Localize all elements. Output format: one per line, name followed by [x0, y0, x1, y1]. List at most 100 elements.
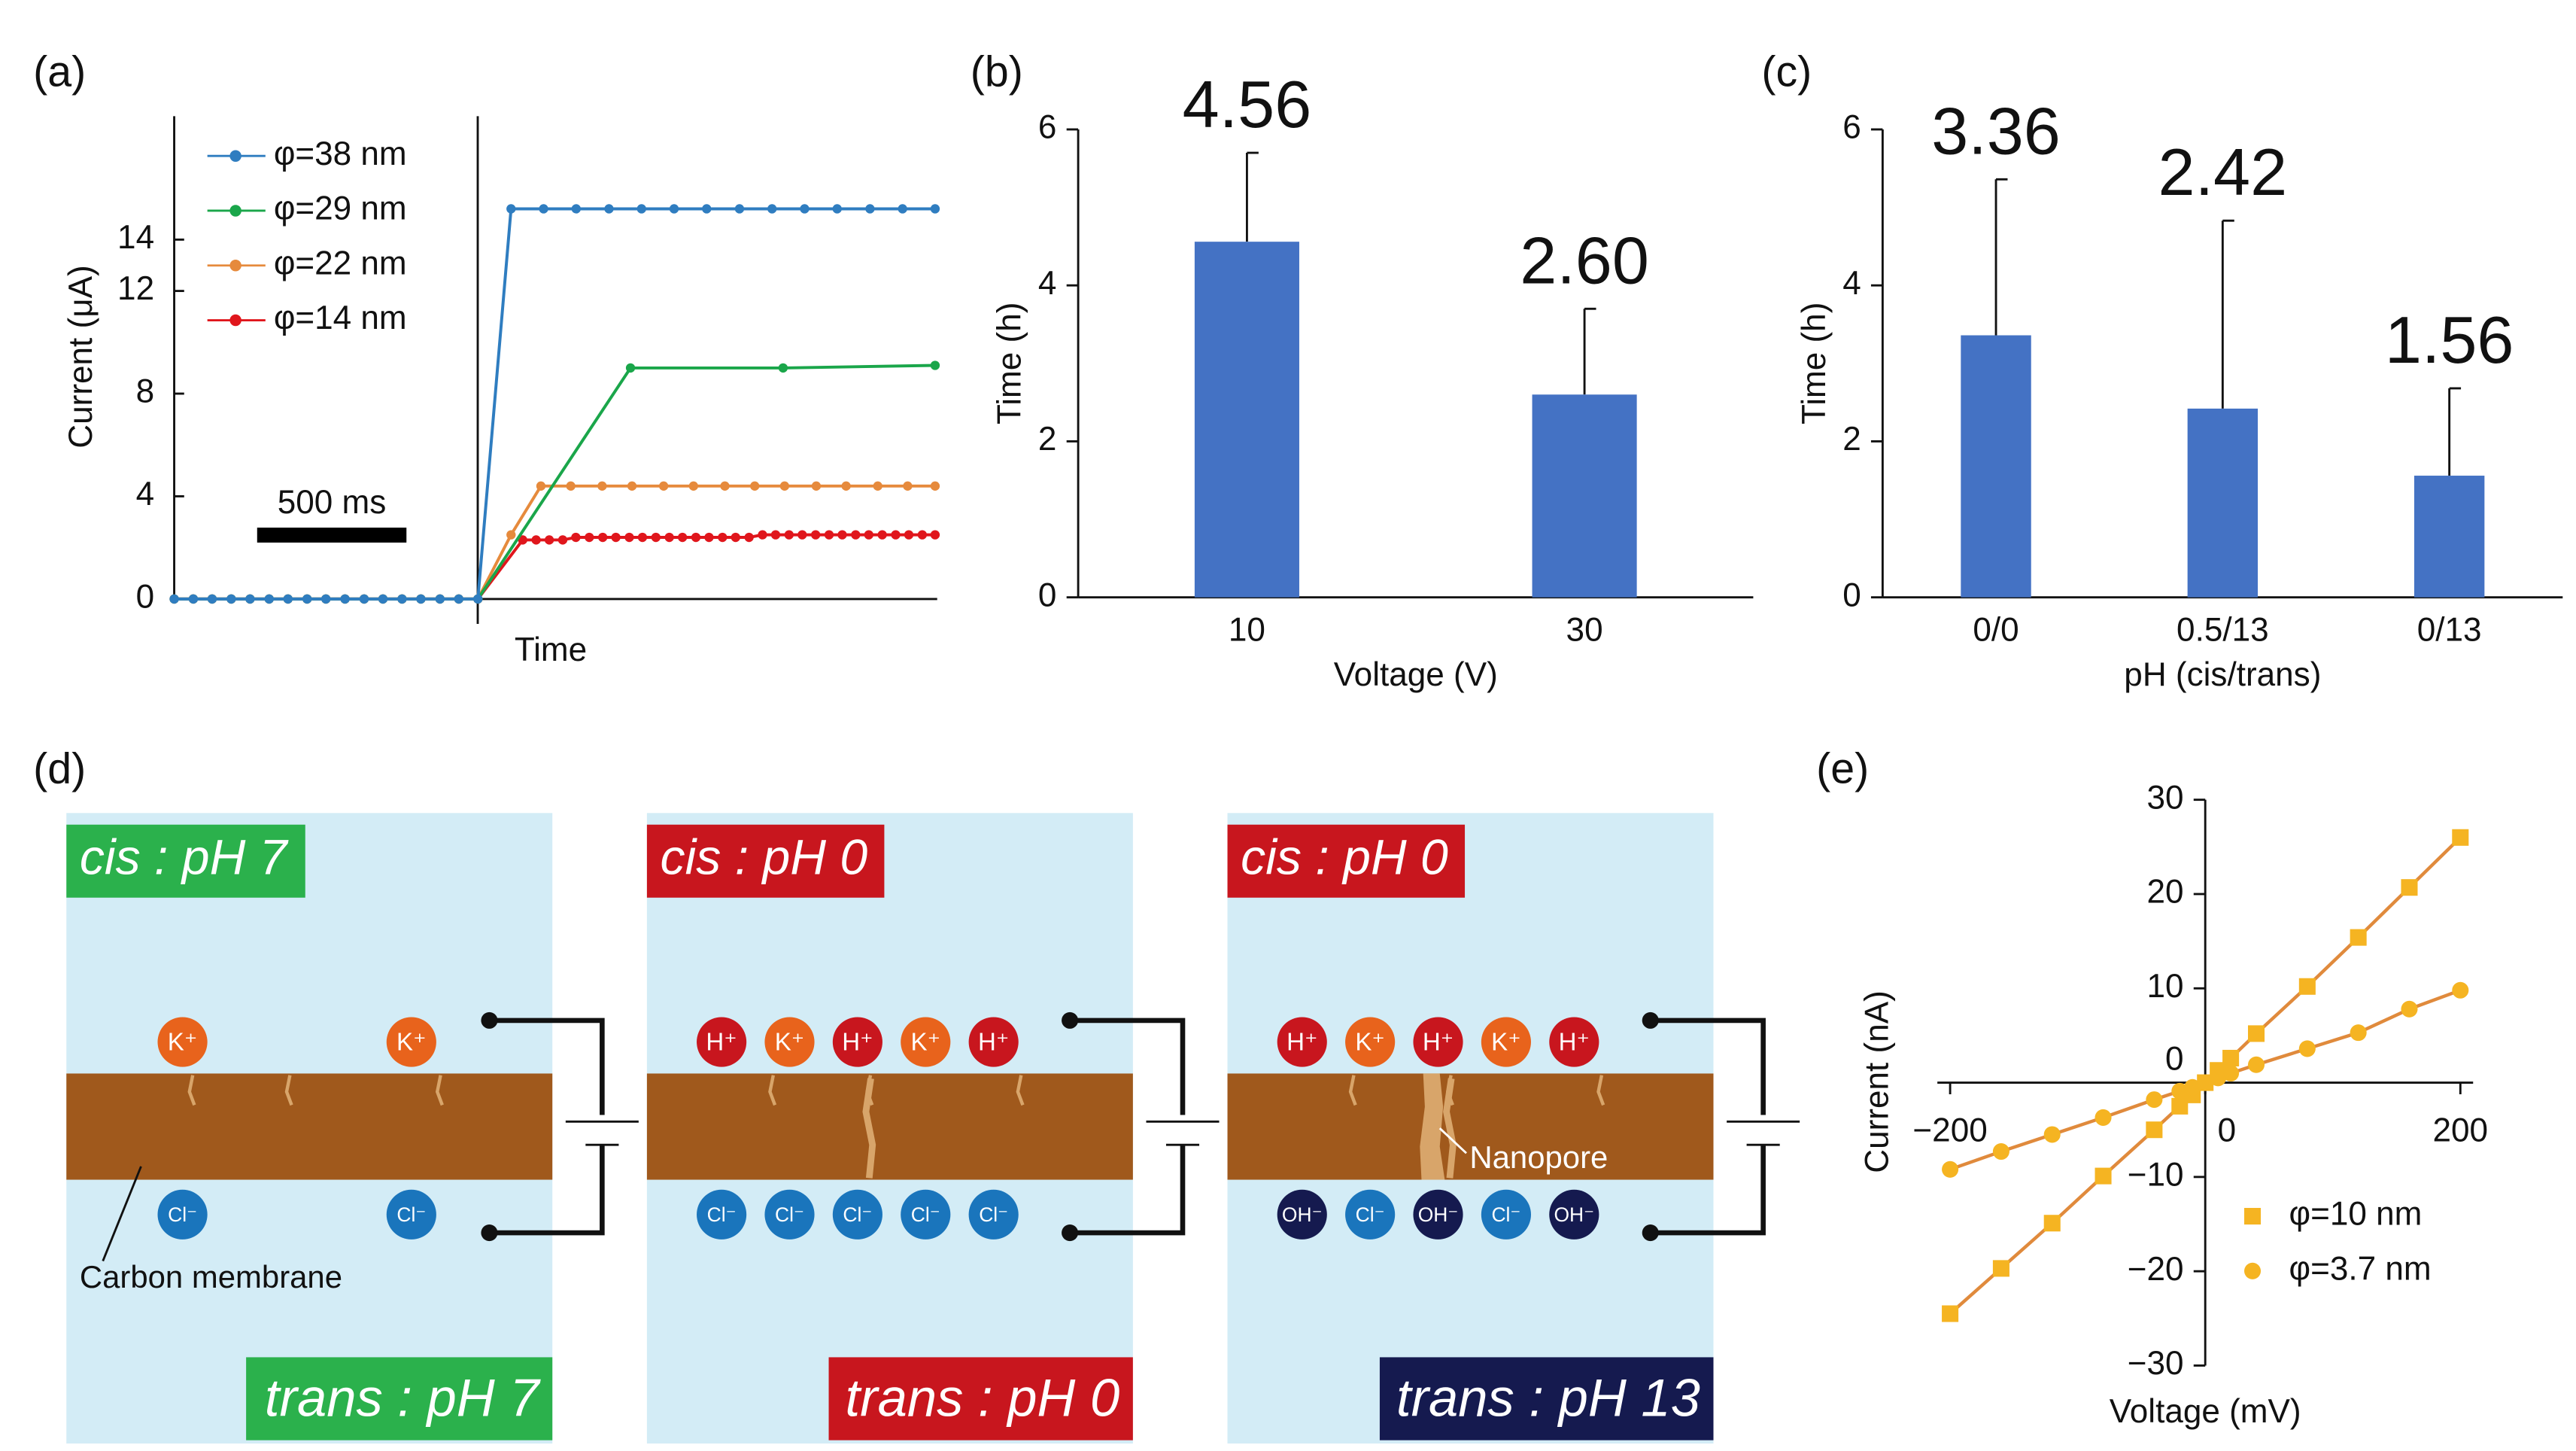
marker: [2350, 1024, 2367, 1042]
legend-dot: [229, 314, 242, 327]
data-point: [744, 532, 754, 543]
data-point: [302, 594, 312, 604]
y-tick-label: 0: [2165, 1041, 2184, 1078]
data-point: [898, 204, 907, 214]
marker: [2247, 1056, 2265, 1073]
ion-label: Cl⁻: [1491, 1203, 1520, 1226]
y-tick-label: 10: [2147, 968, 2184, 1005]
ion-label: Cl⁻: [707, 1203, 737, 1226]
data-point: [531, 535, 541, 545]
ion: [697, 1189, 747, 1240]
data-point: [718, 532, 728, 543]
ion: [764, 1189, 815, 1240]
cis-label: cis : pH 0: [1241, 830, 1448, 886]
marker: [2452, 981, 2469, 999]
ion-label: OH⁻: [1418, 1203, 1459, 1226]
ion-label: K⁺: [911, 1028, 941, 1056]
value-label: 2.42: [2158, 135, 2288, 209]
diagram: (d) cis : pH 7 trans : pH 7 K⁺ K⁺ Cl⁻ Cl⁻ cis :…: [33, 744, 1800, 1444]
marker: [1992, 1143, 2009, 1160]
marker: [2298, 1040, 2316, 1057]
ion: [386, 1189, 436, 1240]
x-axis-label: pH (cis/trans): [2124, 656, 2321, 693]
data-point: [359, 594, 369, 604]
data-point: [658, 481, 669, 491]
nanopore: [1420, 1073, 1445, 1180]
ion: [832, 1189, 882, 1240]
marker: [2350, 929, 2367, 946]
marker: [2043, 1215, 2061, 1232]
data-point: [651, 532, 661, 543]
ion-label: K⁺: [775, 1028, 805, 1056]
marker: [2222, 1065, 2240, 1082]
marker: [2247, 1025, 2265, 1042]
y-tick-label: 12: [117, 270, 154, 307]
x-tick-label: 0: [2218, 1112, 2237, 1148]
ion-label: OH⁻: [1554, 1203, 1594, 1226]
data-point: [378, 594, 388, 604]
data-point: [506, 204, 516, 214]
data-point: [264, 594, 274, 604]
crack: [1443, 1078, 1457, 1179]
x-tick-label: 0/0: [1973, 612, 2019, 649]
y-axis-label: Current (μA): [62, 265, 99, 448]
ion: [764, 1017, 815, 1067]
marker: [2401, 879, 2418, 896]
marker: [2401, 1000, 2418, 1018]
data-point: [810, 530, 821, 540]
y-tick-label: 0: [136, 579, 155, 616]
data-point: [688, 481, 698, 491]
ion-label: K⁺: [1491, 1028, 1521, 1056]
data-point: [625, 363, 636, 373]
crack: [1016, 1075, 1025, 1106]
data-point: [770, 530, 781, 540]
crack: [862, 1078, 876, 1179]
ion: [1481, 1017, 1531, 1067]
circuit: [489, 1018, 605, 1236]
ion: [1345, 1017, 1396, 1067]
bar: [2187, 408, 2259, 598]
data-point: [536, 481, 546, 491]
marker: [1942, 1160, 1959, 1178]
marker: [2171, 1097, 2189, 1115]
ion-label: H⁺: [978, 1028, 1009, 1056]
membrane: [646, 1073, 1133, 1180]
marker: [2146, 1121, 2163, 1139]
data-point: [566, 481, 576, 491]
ion-label: Cl⁻: [775, 1203, 804, 1226]
y-tick-label: 0: [1038, 576, 1057, 613]
data-point: [539, 204, 548, 214]
data-point: [637, 532, 648, 543]
ion: [968, 1017, 1019, 1067]
ion-label: H⁺: [1286, 1028, 1317, 1056]
marker: [2095, 1167, 2112, 1185]
y-tick-label: 4: [1842, 265, 1861, 302]
data-point: [865, 204, 875, 214]
terminal: [481, 1011, 498, 1029]
ion-label: H⁺: [706, 1028, 737, 1056]
ion: [1413, 1189, 1463, 1240]
ion-label: OH⁻: [1282, 1203, 1323, 1226]
y-tick-label: 6: [1842, 109, 1861, 146]
cis-label: cis : pH 0: [661, 830, 868, 886]
marker: [2146, 1091, 2163, 1109]
crack: [1348, 1075, 1357, 1106]
data-point: [837, 530, 847, 540]
y-tick-label: 2: [1842, 421, 1861, 458]
bar: [1532, 394, 1637, 598]
membrane: [66, 1073, 553, 1180]
y-tick-label: 6: [1038, 109, 1057, 146]
legend-label: φ=29 nm: [274, 190, 407, 227]
data-point: [518, 535, 527, 545]
data-point: [226, 594, 236, 604]
scale-bar: [257, 528, 407, 543]
data-point: [930, 204, 940, 214]
value-label: 4.56: [1183, 67, 1312, 141]
y-tick-label: 2: [1038, 421, 1057, 458]
x-tick-label: 200: [2433, 1112, 2489, 1148]
marker: [2210, 1069, 2227, 1087]
marker: [2171, 1082, 2189, 1100]
trans-box: [1379, 1357, 1714, 1440]
marker: [2244, 1262, 2262, 1279]
